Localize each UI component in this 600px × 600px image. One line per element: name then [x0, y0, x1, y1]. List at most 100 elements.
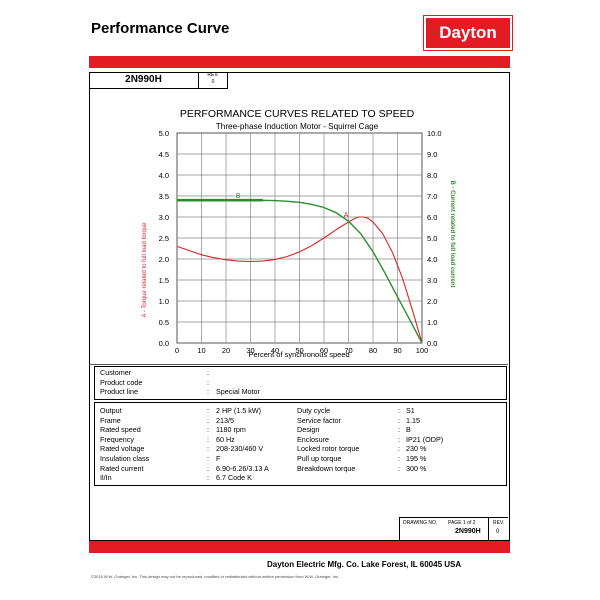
spec-value: 213/5 [216, 415, 234, 425]
chart-subtitle: Three-phase Induction Motor - Squirrel C… [216, 122, 379, 131]
performance-chart: PERFORMANCE CURVES RELATED TO SPEED Thre… [142, 108, 455, 359]
customer-row-label: Product line [100, 387, 138, 396]
y-left-tick-label: 1.0 [159, 297, 169, 306]
x-tick-label: 70 [344, 346, 352, 355]
spec-colon: : [398, 434, 400, 444]
spec-value: IP21 (ODP) [406, 434, 444, 444]
y-right-tick-label: 6.0 [427, 213, 437, 222]
drawing-rev-label: REV. [493, 520, 505, 526]
rev-box: REV. 0 [199, 72, 228, 89]
spec-colon: : [207, 434, 209, 444]
annotation-a: A [344, 212, 349, 219]
part-number: 2N990H [89, 72, 199, 89]
spec-label: Locked rotor torque [297, 444, 360, 454]
y-left-tick-label: 2.5 [159, 234, 169, 243]
customer-row-colon: : [207, 387, 209, 396]
y-right-tick-label: 0.0 [427, 339, 437, 348]
specs-block: Output:2 HP (1.5 kW) Frame:213/5 Rated spe… [94, 402, 507, 486]
x-tick-label: 50 [295, 346, 303, 355]
spec-colon: : [207, 454, 209, 463]
x-tick-label: 60 [320, 346, 328, 355]
spec-label: Rated speed [100, 425, 141, 435]
spec-value: S1 [406, 406, 415, 415]
annotation-b: B [236, 193, 241, 200]
spec-label: Il/In [100, 473, 112, 483]
spec-label: Frequency [100, 434, 134, 444]
top-red-bar [89, 56, 510, 68]
drawing-rev-value: 0 [496, 529, 500, 535]
y-axis-right-label: B - Current related to full load current [449, 180, 455, 287]
drawing-info-box: DRAWING NO. PAGE 1 of 2 2N990H REV. 0 [399, 517, 508, 540]
spec-label: Pull up torque [297, 454, 342, 463]
spec-colon: : [398, 454, 400, 463]
x-tick-label: 100 [416, 346, 429, 355]
spec-label: Insulation class [100, 454, 150, 463]
chart-title: PERFORMANCE CURVES RELATED TO SPEED [180, 108, 415, 120]
spec-colon: : [207, 415, 209, 425]
footer-company: Dayton Electric Mfg. Co. Lake Forest, IL… [267, 560, 462, 569]
x-tick-label: 80 [369, 346, 377, 355]
rev-value: 0 [211, 79, 215, 85]
drawing-rev: REV. 0 [488, 518, 508, 540]
spec-colon: : [398, 463, 400, 473]
page-title: Performance Curve [91, 20, 230, 37]
customer-row-colon: : [207, 377, 209, 387]
x-tick-label: 90 [393, 346, 401, 355]
spec-label: Output [100, 406, 122, 415]
x-tick-label: 0 [175, 346, 179, 355]
spec-value: 60 Hz [216, 434, 235, 444]
spec-colon: : [207, 473, 209, 483]
bottom-red-bar [89, 541, 510, 553]
x-tick-label: 40 [271, 346, 279, 355]
y-right-tick-label: 2.0 [427, 297, 437, 306]
spec-colon: : [398, 425, 400, 435]
drawing-no-label: DRAWING NO. [403, 520, 438, 526]
spec-value: F [216, 454, 221, 463]
customer-row-colon: : [207, 368, 209, 377]
spec-value: 2 HP (1.5 kW) [216, 406, 261, 415]
x-tick-label: 20 [222, 346, 230, 355]
y-left-tick-label: 5.0 [159, 129, 169, 138]
customer-row-label: Customer [100, 368, 132, 377]
spec-value: 6.90-6.26/3.13 A [216, 463, 269, 473]
x-tick-label: 10 [197, 346, 205, 355]
spec-value: 230 % [406, 444, 427, 454]
x-axis-label: Percent of synchronous speed [248, 350, 349, 359]
y-right-tick-label: 1.0 [427, 318, 437, 327]
spec-colon: : [398, 444, 400, 454]
spec-label: Duty cycle [297, 406, 331, 415]
rev-label: REV. [207, 72, 219, 78]
chart-grid [176, 132, 423, 344]
spec-value: 1.15 [406, 415, 420, 425]
y-left-tick-label: 1.5 [159, 276, 169, 285]
drawing-page: PAGE 1 of 2 [448, 520, 476, 526]
chart-annotations: BA [236, 193, 349, 219]
spec-label: Design [297, 425, 320, 435]
dayton-logo: Dayton [424, 16, 512, 50]
y-left-tick-label: 2.0 [159, 255, 169, 264]
spec-value: 195 % [406, 454, 427, 463]
spec-colon: : [207, 444, 209, 454]
y-axis-left-label: A - Torque related to full load torque [142, 222, 148, 318]
separator [89, 364, 508, 365]
spec-label: Frame [100, 415, 121, 425]
spec-value: B [406, 425, 411, 435]
spec-colon: : [398, 415, 400, 425]
spec-colon: : [398, 406, 400, 415]
y-right-tick-label: 5.0 [427, 234, 437, 243]
chart-curves [176, 198, 423, 344]
chart-ticks: 0 10 20 30 40 50 60 70 80 90 1000.00.51.01.52.02.5… [159, 129, 442, 355]
spec-label: Rated current [100, 463, 144, 473]
y-right-tick-label: 10.0 [427, 129, 442, 138]
y-left-tick-label: 3.0 [159, 213, 169, 222]
customer-row-label: Product code [100, 377, 143, 387]
spec-label: Enclosure [297, 434, 329, 444]
drawing-number: 2N990H [455, 528, 481, 535]
spec-colon: : [207, 406, 209, 415]
spec-label: Service factor [297, 415, 341, 425]
curve-a [176, 216, 423, 344]
y-right-tick-label: 7.0 [427, 192, 437, 201]
y-left-tick-label: 0.0 [159, 339, 169, 348]
x-tick-label: 30 [246, 346, 254, 355]
customer-block: Customer: Product code: Product line: Speci… [94, 366, 507, 400]
